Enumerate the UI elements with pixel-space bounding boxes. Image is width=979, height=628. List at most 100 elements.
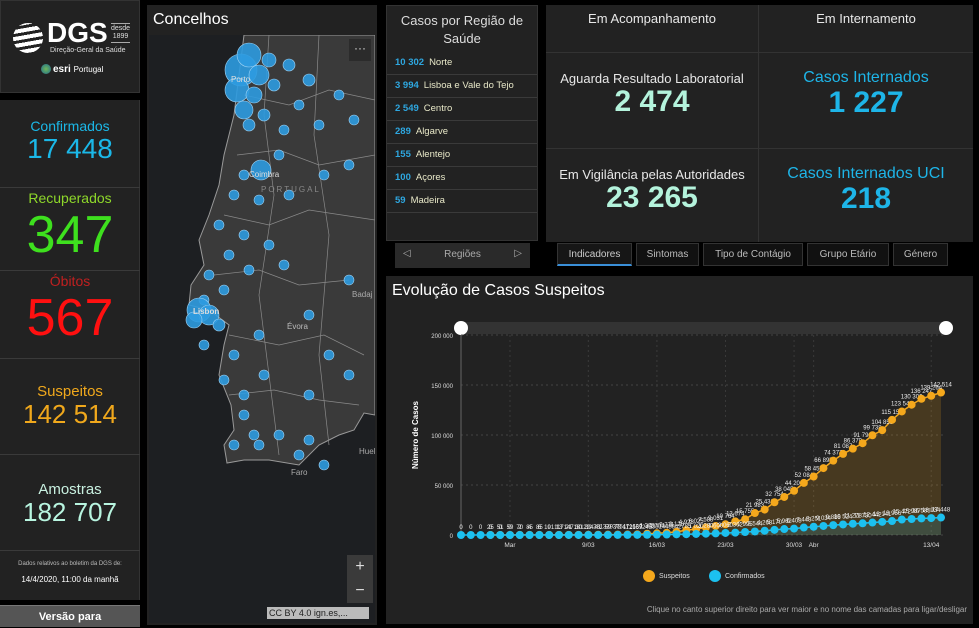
data-point-suspeitos[interactable]: [888, 415, 897, 424]
data-point-suspeitos[interactable]: [711, 521, 720, 530]
data-point-confirmados[interactable]: [613, 530, 622, 539]
data-point-confirmados[interactable]: [829, 521, 838, 530]
range-slider-track[interactable]: [461, 322, 946, 334]
case-bubble[interactable]: [348, 114, 360, 126]
case-bubble[interactable]: [242, 118, 256, 132]
case-bubble[interactable]: [212, 318, 226, 332]
case-bubble[interactable]: [313, 119, 325, 131]
data-point-suspeitos[interactable]: [741, 515, 750, 524]
region-item[interactable]: 3 994 Lisboa e Vale do Tejo: [387, 75, 537, 98]
data-point-confirmados[interactable]: [917, 514, 926, 523]
case-bubble[interactable]: [282, 58, 296, 72]
region-item[interactable]: 2 549 Centro: [387, 98, 537, 121]
tab-tipo-contagio[interactable]: Tipo de Contágio: [703, 243, 803, 266]
data-point-suspeitos[interactable]: [701, 523, 710, 532]
data-point-suspeitos[interactable]: [819, 464, 828, 473]
data-point-confirmados[interactable]: [682, 530, 691, 539]
print-version-button[interactable]: Versão para: [0, 605, 140, 627]
data-point-confirmados[interactable]: [711, 529, 720, 538]
case-bubble[interactable]: [267, 78, 281, 92]
map-attribution[interactable]: CC BY 4.0 ign.es,...: [267, 607, 369, 619]
case-bubble[interactable]: [228, 349, 240, 361]
data-point-confirmados[interactable]: [731, 528, 740, 537]
data-point-confirmados[interactable]: [937, 513, 945, 522]
data-point-confirmados[interactable]: [809, 522, 818, 531]
data-point-confirmados[interactable]: [603, 530, 612, 539]
case-bubble[interactable]: [343, 159, 355, 171]
case-bubble[interactable]: [185, 311, 203, 329]
case-bubble[interactable]: [258, 369, 270, 381]
data-point-confirmados[interactable]: [760, 526, 769, 535]
data-point-confirmados[interactable]: [643, 530, 652, 539]
case-bubble[interactable]: [273, 149, 285, 161]
data-point-confirmados[interactable]: [907, 515, 916, 524]
case-bubble[interactable]: [257, 108, 271, 122]
data-point-confirmados[interactable]: [897, 515, 906, 524]
case-bubble[interactable]: [238, 229, 250, 241]
data-point-confirmados[interactable]: [486, 531, 495, 539]
case-bubble[interactable]: [238, 409, 250, 421]
data-point-confirmados[interactable]: [848, 519, 857, 528]
data-point-suspeitos[interactable]: [917, 394, 926, 403]
case-bubble[interactable]: [253, 439, 265, 451]
case-bubble[interactable]: [343, 369, 355, 381]
data-point-confirmados[interactable]: [466, 531, 475, 539]
case-bubble[interactable]: [236, 42, 262, 68]
region-item[interactable]: 289 Algarve: [387, 121, 537, 144]
case-bubble[interactable]: [323, 349, 335, 361]
zoom-out-button[interactable]: −: [355, 582, 365, 599]
case-bubble[interactable]: [218, 284, 230, 296]
data-point-confirmados[interactable]: [457, 531, 465, 539]
region-item[interactable]: 59 Madeira: [387, 190, 537, 213]
case-bubble[interactable]: [248, 429, 260, 441]
data-point-confirmados[interactable]: [594, 530, 603, 539]
case-bubble[interactable]: [278, 259, 290, 271]
data-point-suspeitos[interactable]: [878, 426, 887, 435]
case-bubble[interactable]: [223, 249, 235, 261]
data-point-suspeitos[interactable]: [731, 517, 740, 526]
case-bubble[interactable]: [303, 434, 315, 446]
data-point-confirmados[interactable]: [662, 530, 671, 539]
data-point-confirmados[interactable]: [839, 520, 848, 529]
data-point-confirmados[interactable]: [623, 530, 632, 539]
case-bubble[interactable]: [238, 169, 250, 181]
case-bubble[interactable]: [293, 449, 305, 461]
data-point-suspeitos[interactable]: [858, 439, 867, 448]
case-bubble[interactable]: [243, 264, 255, 276]
legend-item-suspeitos[interactable]: Suspeitos: [643, 570, 690, 582]
data-point-suspeitos[interactable]: [770, 498, 779, 507]
case-bubble[interactable]: [273, 429, 285, 441]
data-point-confirmados[interactable]: [799, 523, 808, 532]
map-canvas[interactable]: [149, 35, 375, 623]
case-bubble[interactable]: [253, 194, 265, 206]
case-bubble[interactable]: [278, 124, 290, 136]
data-point-confirmados[interactable]: [652, 530, 661, 539]
concelhos-map[interactable]: Porto Coimbra PORTUGAL Lisbon Évora Bada…: [149, 35, 375, 623]
data-point-suspeitos[interactable]: [897, 407, 906, 416]
case-bubble[interactable]: [261, 52, 277, 68]
data-point-confirmados[interactable]: [858, 519, 867, 528]
data-point-confirmados[interactable]: [554, 530, 563, 539]
case-bubble[interactable]: [303, 389, 315, 401]
data-point-suspeitos[interactable]: [790, 486, 799, 495]
region-item[interactable]: 100 Açores: [387, 167, 537, 190]
case-bubble[interactable]: [203, 269, 215, 281]
data-point-confirmados[interactable]: [496, 531, 505, 539]
data-point-confirmados[interactable]: [545, 530, 554, 539]
data-point-confirmados[interactable]: [868, 518, 877, 527]
data-point-confirmados[interactable]: [750, 527, 759, 536]
data-point-suspeitos[interactable]: [868, 431, 877, 440]
data-point-confirmados[interactable]: [692, 529, 701, 538]
case-bubble[interactable]: [283, 189, 295, 201]
case-bubble[interactable]: [303, 309, 315, 321]
data-point-confirmados[interactable]: [505, 531, 514, 539]
data-point-suspeitos[interactable]: [848, 444, 857, 453]
case-bubble[interactable]: [318, 459, 330, 471]
legend-item-confirmados[interactable]: Confirmados: [709, 570, 765, 582]
data-point-confirmados[interactable]: [927, 514, 936, 523]
data-point-confirmados[interactable]: [770, 525, 779, 534]
data-point-confirmados[interactable]: [476, 531, 485, 539]
case-bubble[interactable]: [228, 439, 240, 451]
case-bubble[interactable]: [318, 169, 330, 181]
